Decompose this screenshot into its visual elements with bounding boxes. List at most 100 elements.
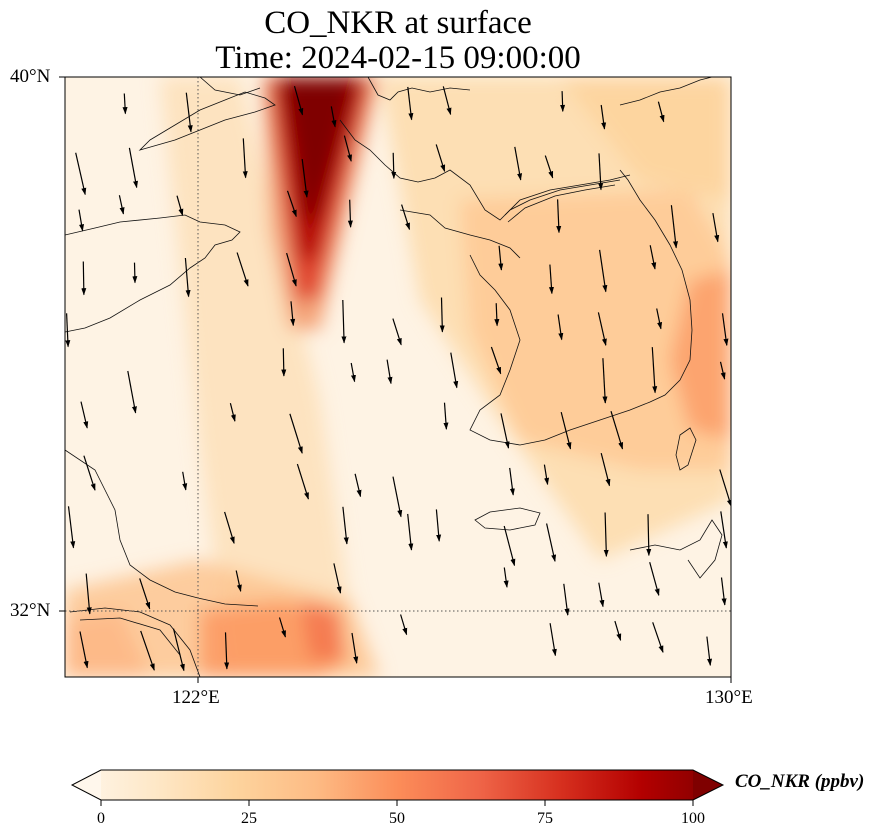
wind-vector-arrow — [122, 93, 128, 115]
wind-vector-arrow — [407, 513, 414, 551]
wind-vector-arrow — [599, 249, 608, 293]
colorbar-ticks — [100, 800, 694, 806]
wind-vector-arrow — [600, 452, 611, 487]
wind-vector-arrow — [557, 314, 564, 341]
wind-vector-arrow — [386, 359, 393, 385]
wind-vector-arrow — [182, 471, 188, 491]
wind-vector-arrow — [301, 159, 309, 198]
wind-vector-arrow — [597, 312, 607, 347]
wind-vector-arrow — [435, 144, 446, 172]
wind-vector-arrow — [290, 301, 296, 327]
wind-vector-arrow — [443, 402, 449, 430]
map-figure — [59, 76, 732, 683]
wind-vector-arrow — [544, 155, 554, 179]
wind-vector-arrow — [401, 204, 411, 231]
wind-vector-arrow — [289, 413, 303, 454]
wind-vector-arrow — [439, 297, 445, 333]
map-time-subtitle: Time: 2024-02-15 09:00:00 — [215, 40, 581, 76]
wind-vector-arrow — [450, 352, 459, 389]
wind-vector-arrow — [546, 523, 557, 563]
wind-vector-arrow — [719, 469, 731, 508]
wind-vector-arrow — [598, 582, 605, 608]
wind-vector-arrow — [651, 347, 658, 394]
wind-vector-arrow — [503, 567, 509, 588]
wind-vector-arrow — [391, 152, 397, 180]
wind-vector-arrow — [600, 104, 607, 130]
wind-vector-arrow — [281, 348, 287, 377]
wind-vector-arrow — [75, 152, 87, 196]
wind-vector-arrow — [286, 252, 297, 287]
wind-vector-arrow — [556, 199, 562, 234]
wind-vector-arrow — [720, 511, 728, 549]
wind-vector-arrow — [435, 509, 442, 542]
wind-vector-arrow — [139, 578, 151, 610]
wind-vector-arrow — [490, 346, 502, 375]
lat-tick-label: 40°N — [10, 66, 51, 87]
wind-vector-arrow — [657, 101, 665, 123]
colorbar-label: CO_NKR (ppbv) — [735, 771, 865, 792]
wind-vector-arrow — [172, 628, 185, 672]
wind-vector-arrow — [341, 299, 347, 344]
wind-vector-arrow — [132, 262, 138, 284]
wind-vector-arrow — [392, 476, 403, 518]
colorbar-tick-label: 100 — [681, 810, 705, 827]
wind-vector-arrow — [140, 630, 155, 671]
gridlines — [65, 77, 731, 677]
wind-vector-arrow — [494, 303, 500, 327]
wind-vector-arrow — [392, 318, 402, 346]
colorbar-tick-label: 0 — [97, 810, 105, 827]
wind-vector-arrow — [330, 106, 337, 128]
wind-vector-arrow — [719, 361, 726, 380]
wind-vector-arrow — [500, 413, 510, 449]
wind-vector-arrow — [293, 85, 304, 116]
wind-vector-arrow — [236, 252, 249, 287]
wind-vector-arrow — [543, 464, 550, 486]
map-title: CO_NKR at surface — [264, 5, 532, 41]
wind-vector-arrow — [235, 570, 242, 593]
wind-vector-arrow — [598, 153, 604, 191]
wind-vector-arrow — [407, 86, 414, 121]
wind-vector-arrow — [712, 212, 720, 243]
wind-vector-arrow — [184, 257, 191, 298]
wind-vector-arrow — [614, 620, 622, 641]
wind-vector-arrow — [229, 403, 236, 422]
colorbar — [70, 769, 725, 806]
wind-vector-arrow — [118, 195, 125, 215]
wind-vector-arrow — [503, 525, 516, 567]
wind-vector-arrow — [646, 514, 652, 557]
wind-vector-arrow — [65, 313, 71, 348]
lon-tick-label: 122°E — [172, 687, 220, 708]
wind-vector-arrow — [79, 631, 89, 669]
wind-vector-arrow — [652, 622, 664, 653]
wind-vector-arrow — [548, 264, 554, 295]
wind-vector-arrow — [242, 138, 248, 179]
wind-vector-arrow — [296, 463, 309, 500]
wind-vector-arrow — [128, 147, 139, 189]
coastline — [65, 77, 723, 677]
wind-vector-arrow — [498, 245, 504, 271]
co-concentration-field — [65, 77, 731, 677]
wind-vector-arrow — [278, 617, 286, 638]
lat-tick-label: 32°N — [10, 600, 51, 621]
wind-vector-arrow — [347, 199, 353, 228]
wind-vector-arrow — [649, 245, 657, 270]
colorbar-tick-label: 50 — [389, 810, 405, 827]
wind-vector-arrow — [176, 195, 184, 217]
wind-vector-arrow — [560, 91, 566, 113]
wind-vector-arrow — [354, 473, 362, 498]
wind-vector-arrow — [656, 308, 663, 330]
wind-vector-arrow — [286, 190, 297, 218]
wind-vector-arrow — [80, 401, 89, 429]
wind-vector-arrow — [610, 411, 624, 450]
wind-vector-arrow — [85, 573, 92, 615]
axis-ticks — [59, 76, 732, 683]
wind-vector-arrow — [185, 92, 193, 133]
wind-vector-arrow — [351, 632, 359, 664]
wind-vector-arrow — [67, 506, 76, 549]
wind-vector-arrow — [350, 362, 356, 383]
wind-vector-arrow — [706, 636, 713, 667]
lon-tick-label: 130°E — [705, 687, 753, 708]
wind-vector-arrow — [549, 623, 557, 657]
wind-vector-arrow — [343, 135, 352, 162]
wind-vector-arrow — [603, 512, 609, 558]
